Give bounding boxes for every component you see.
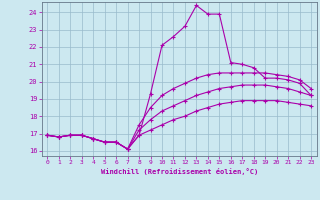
X-axis label: Windchill (Refroidissement éolien,°C): Windchill (Refroidissement éolien,°C) xyxy=(100,168,258,175)
